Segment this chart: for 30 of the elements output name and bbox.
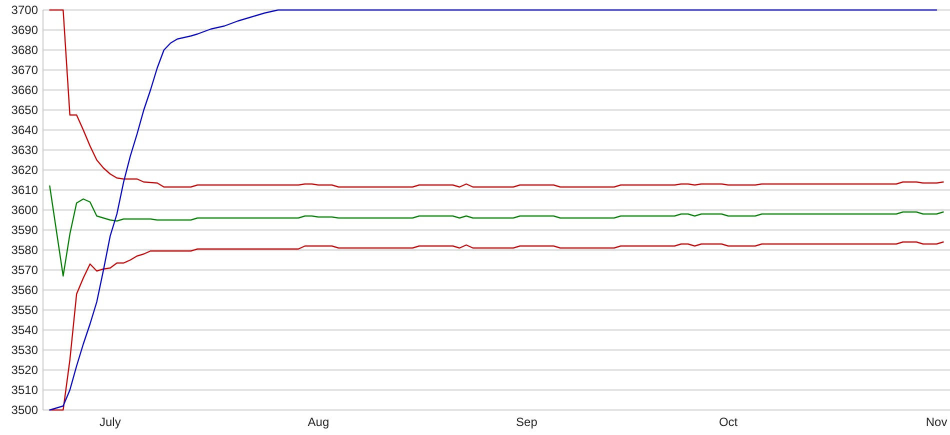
x-tick-label: Nov bbox=[926, 415, 948, 429]
y-tick-label: 3650 bbox=[11, 103, 38, 118]
y-tick-label: 3550 bbox=[11, 303, 38, 318]
y-tick-label: 3630 bbox=[11, 143, 38, 158]
x-tick-label: Sep bbox=[516, 415, 538, 429]
y-tick-label: 3700 bbox=[11, 3, 38, 18]
y-tick-label: 3510 bbox=[11, 383, 38, 398]
x-tick-label: Oct bbox=[718, 415, 738, 429]
y-tick-label: 3580 bbox=[11, 243, 38, 258]
y-tick-label: 3600 bbox=[11, 203, 38, 218]
y-tick-label: 3660 bbox=[11, 83, 38, 98]
y-tick-label: 3620 bbox=[11, 163, 38, 178]
y-tick-label: 3680 bbox=[11, 43, 38, 58]
line-series bbox=[49, 241, 944, 411]
x-tick-label: July bbox=[100, 415, 121, 429]
x-tick-label: Aug bbox=[308, 415, 330, 429]
y-tick-label: 3560 bbox=[11, 283, 38, 298]
y-tick-label: 3640 bbox=[11, 123, 38, 138]
y-tick-label: 3690 bbox=[11, 23, 38, 38]
y-tick-label: 3590 bbox=[11, 223, 38, 238]
y-tick-label: 3540 bbox=[11, 323, 38, 338]
y-tick-label: 3570 bbox=[11, 263, 38, 278]
line-series bbox=[49, 9, 944, 188]
y-tick-label: 3610 bbox=[11, 183, 38, 198]
y-tick-label: 3500 bbox=[11, 403, 38, 418]
line-series bbox=[49, 185, 944, 277]
y-tick-label: 3530 bbox=[11, 343, 38, 358]
line-series bbox=[49, 9, 938, 411]
y-tick-label: 3670 bbox=[11, 63, 38, 78]
y-tick-label: 3520 bbox=[11, 363, 38, 378]
